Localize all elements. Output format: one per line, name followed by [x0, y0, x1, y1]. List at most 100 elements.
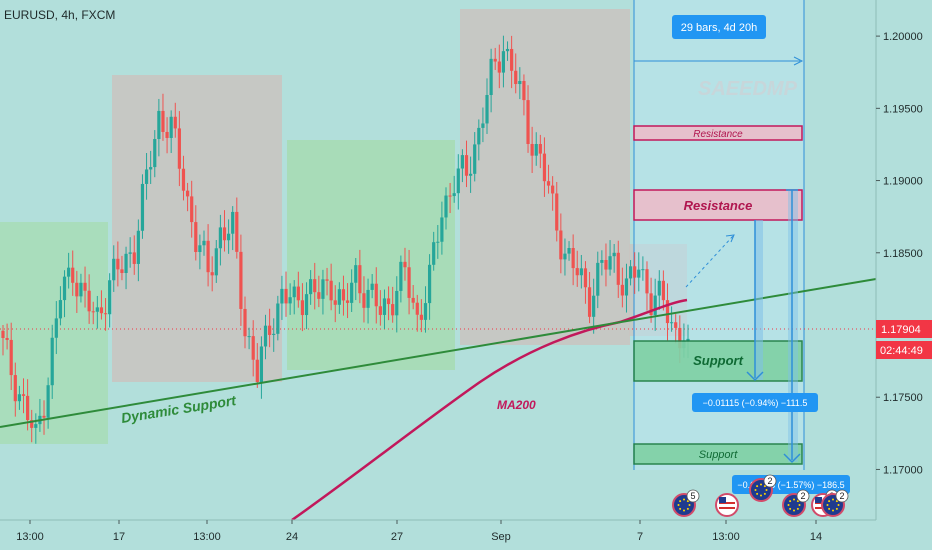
price-tick-label: 1.19000: [883, 176, 923, 188]
eu-star-icon: [763, 492, 766, 495]
measure-text-2: −0.01865 (−1.57%) −186.5: [737, 480, 844, 490]
dynamic-support-line[interactable]: [0, 278, 877, 428]
candle-body: [157, 110, 161, 140]
measure-arrow-1: [746, 371, 764, 382]
candle-body: [583, 268, 588, 288]
candle-body: [247, 336, 251, 338]
candle-body: [604, 260, 608, 270]
eu-star-icon: [835, 507, 838, 510]
candle-body: [608, 256, 612, 270]
candle-body: [432, 242, 436, 265]
projection-arrow-head: [725, 234, 735, 243]
eu-star-icon: [832, 498, 834, 501]
candle-body: [333, 300, 337, 305]
event-badge-count: 2: [839, 491, 844, 501]
eu-star-icon: [835, 500, 838, 503]
price-tick-label: 1.17500: [883, 392, 923, 404]
event-badge: [763, 474, 777, 488]
resistance-zone-lower[interactable]: [633, 189, 803, 221]
candle-body: [440, 217, 444, 242]
candle-body: [415, 302, 419, 315]
eu-star-icon: [683, 498, 685, 501]
candle-body: [555, 193, 559, 231]
candle-body: [337, 289, 341, 305]
eu-star-icon: [789, 507, 792, 510]
candle-body: [185, 190, 190, 197]
candle-body: [272, 333, 276, 335]
time-axis-background[interactable]: [0, 520, 932, 550]
date-range-arrow-head: [793, 56, 804, 66]
candle-body: [181, 168, 186, 191]
candle-body: [563, 253, 567, 260]
candle-body: [116, 258, 120, 270]
event-badge: [796, 489, 810, 503]
candle-body: [62, 276, 67, 301]
eu-star-icon: [683, 509, 685, 512]
candle-body: [120, 269, 124, 273]
candle-body: [497, 61, 501, 73]
eu-star-icon: [796, 500, 799, 503]
candle-body: [678, 327, 682, 349]
candle-body: [136, 230, 140, 264]
candle-body: [239, 251, 243, 309]
candle-body: [382, 298, 387, 315]
support-zone-lower[interactable]: [633, 443, 803, 465]
event-badge: [835, 489, 849, 503]
price-axis-background[interactable]: [876, 0, 932, 520]
candle-body: [423, 303, 428, 320]
watermark-text: SAEEDMP: [698, 78, 798, 100]
event-badge-count: 5: [690, 491, 695, 501]
candle-body: [112, 258, 116, 281]
candle-body: [263, 325, 268, 347]
time-tick-label: 13:00: [712, 531, 740, 543]
candle-body: [612, 252, 616, 257]
resistance-zone-upper[interactable]: [633, 125, 803, 141]
candle-body: [1, 330, 5, 338]
time-tick-label: Sep: [491, 531, 511, 543]
support-zone-upper[interactable]: [633, 340, 803, 382]
us-stripe-icon: [719, 502, 735, 504]
bars-range-text: 29 bars, 4d 20h: [681, 22, 757, 34]
candle-body: [616, 252, 620, 285]
candle-body: [665, 300, 670, 324]
candle-body: [661, 280, 665, 301]
candle-body: [231, 211, 235, 234]
date-range-area[interactable]: [634, 0, 804, 470]
candle-body: [559, 230, 563, 260]
time-tick-label: 13:00: [193, 531, 221, 543]
measure-pill-1: [692, 393, 818, 412]
candle-body: [542, 153, 547, 182]
candle-body: [600, 260, 604, 263]
candle-body: [407, 267, 411, 298]
candle-body: [620, 284, 624, 296]
candle-body: [628, 266, 633, 279]
ma200-line[interactable]: [291, 298, 688, 522]
range-box-green[interactable]: [287, 140, 455, 370]
candle-body: [42, 415, 46, 418]
eu-star-icon: [837, 504, 840, 506]
candle-body: [87, 290, 91, 312]
candle-body: [140, 183, 145, 231]
range-box-green[interactable]: [0, 222, 108, 444]
measure-arrow-2: [783, 453, 801, 464]
candle-body: [460, 155, 465, 169]
price-tick-label: 1.17000: [883, 464, 923, 476]
candle-body: [165, 131, 169, 138]
candle-body: [317, 292, 321, 299]
us-canton-icon: [815, 497, 822, 503]
candle-body: [341, 289, 346, 301]
eu-star-icon: [754, 489, 757, 491]
measure-area-1[interactable]: [755, 220, 763, 380]
measure-area-2[interactable]: [788, 190, 798, 462]
candle-body: [153, 139, 157, 168]
candle-body: [26, 395, 30, 421]
symbol-title: EURUSD, 4h, FXCM: [4, 8, 116, 22]
candle-body: [218, 227, 222, 249]
candle-body: [235, 211, 239, 252]
candle-body: [505, 48, 510, 52]
candle-body: [34, 424, 38, 428]
candle-body: [427, 264, 432, 304]
candle-body: [144, 169, 149, 184]
